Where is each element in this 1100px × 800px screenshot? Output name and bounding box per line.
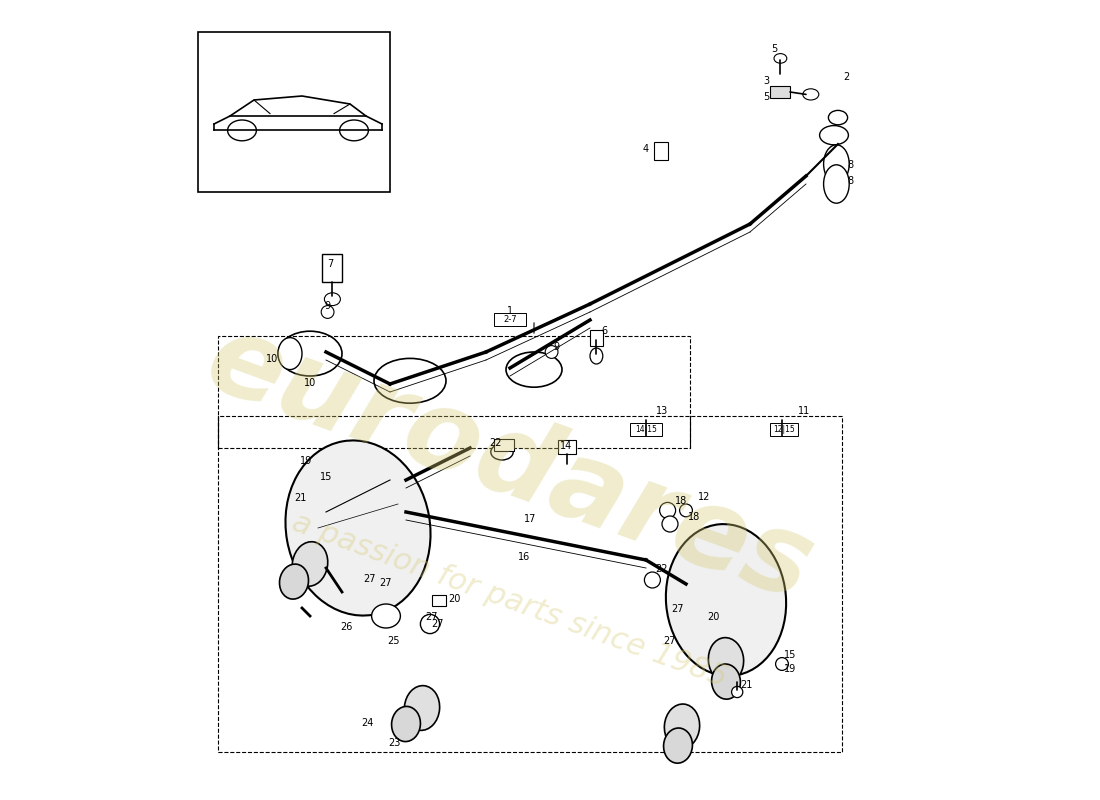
Text: 16: 16 <box>517 552 530 562</box>
Bar <box>630 423 662 436</box>
Ellipse shape <box>278 338 303 370</box>
Ellipse shape <box>286 441 430 615</box>
Text: 14|15: 14|15 <box>635 425 657 434</box>
Text: 12: 12 <box>698 492 711 502</box>
Text: 15: 15 <box>320 472 332 482</box>
Ellipse shape <box>491 444 514 460</box>
Text: 14: 14 <box>560 441 572 451</box>
Text: 7: 7 <box>328 259 334 269</box>
Text: 12|15: 12|15 <box>773 425 795 434</box>
Bar <box>494 313 526 326</box>
Text: 13: 13 <box>656 406 668 416</box>
Text: 21: 21 <box>294 493 307 503</box>
Text: 15: 15 <box>784 650 796 659</box>
Ellipse shape <box>680 504 692 517</box>
Text: 18: 18 <box>688 512 700 522</box>
Ellipse shape <box>506 352 562 387</box>
Ellipse shape <box>774 54 786 63</box>
Ellipse shape <box>392 706 420 742</box>
Bar <box>590 330 603 346</box>
Text: 27: 27 <box>663 636 676 646</box>
Text: 19: 19 <box>784 664 796 674</box>
Ellipse shape <box>824 145 849 183</box>
Ellipse shape <box>776 658 789 670</box>
Ellipse shape <box>666 524 786 676</box>
Text: 22: 22 <box>656 564 669 574</box>
Text: 21: 21 <box>740 680 752 690</box>
Bar <box>770 423 798 436</box>
Bar <box>198 32 390 192</box>
Ellipse shape <box>293 542 328 586</box>
Ellipse shape <box>405 686 440 730</box>
Text: 27: 27 <box>426 612 438 622</box>
Text: 19: 19 <box>300 456 312 466</box>
Ellipse shape <box>660 502 675 518</box>
Text: 18: 18 <box>675 496 688 506</box>
Ellipse shape <box>372 604 400 628</box>
Ellipse shape <box>803 89 818 100</box>
Text: 4: 4 <box>642 144 649 154</box>
Ellipse shape <box>546 346 558 358</box>
Text: 9: 9 <box>324 301 330 310</box>
Text: a passion for parts since 1985: a passion for parts since 1985 <box>288 507 732 693</box>
Text: 20: 20 <box>448 594 460 603</box>
Ellipse shape <box>420 614 440 634</box>
Text: 10: 10 <box>304 378 316 388</box>
Text: 6: 6 <box>602 326 607 336</box>
Bar <box>218 416 842 752</box>
Text: 5: 5 <box>763 92 769 102</box>
Text: 2-7: 2-7 <box>503 314 517 324</box>
Ellipse shape <box>590 348 603 364</box>
Text: 11: 11 <box>799 406 811 416</box>
Bar <box>218 336 690 448</box>
Text: 17: 17 <box>524 514 536 524</box>
Ellipse shape <box>732 686 742 698</box>
Text: 22: 22 <box>490 438 502 448</box>
Bar <box>654 142 669 160</box>
Text: 23: 23 <box>388 738 400 749</box>
Text: 9: 9 <box>553 342 559 352</box>
Bar <box>322 254 342 282</box>
Ellipse shape <box>324 293 340 306</box>
Text: 3: 3 <box>763 76 769 86</box>
Bar <box>770 86 790 98</box>
Text: 5: 5 <box>771 44 777 54</box>
Text: 27: 27 <box>364 574 376 584</box>
Ellipse shape <box>228 120 256 141</box>
Text: 10: 10 <box>265 354 277 364</box>
Text: 27: 27 <box>378 578 392 587</box>
Text: 1: 1 <box>507 306 513 315</box>
Ellipse shape <box>820 126 848 145</box>
Ellipse shape <box>374 358 446 403</box>
Text: 20: 20 <box>707 612 719 622</box>
Ellipse shape <box>708 638 744 682</box>
Ellipse shape <box>321 306 334 318</box>
Text: eurodares: eurodares <box>192 305 827 623</box>
Bar <box>558 440 575 454</box>
Bar <box>494 439 514 451</box>
Text: 27: 27 <box>672 604 684 614</box>
Text: 8: 8 <box>847 176 854 186</box>
Text: 2: 2 <box>843 72 849 82</box>
Ellipse shape <box>664 704 700 749</box>
Ellipse shape <box>645 572 660 588</box>
Text: 25: 25 <box>387 636 400 646</box>
Ellipse shape <box>663 728 692 763</box>
Ellipse shape <box>824 165 849 203</box>
Ellipse shape <box>340 120 368 141</box>
Ellipse shape <box>278 331 342 376</box>
Bar <box>431 595 446 606</box>
Text: 24: 24 <box>362 718 374 728</box>
Ellipse shape <box>828 110 848 125</box>
Ellipse shape <box>712 664 740 699</box>
Ellipse shape <box>279 564 308 599</box>
Text: 26: 26 <box>340 622 352 632</box>
Text: 8: 8 <box>847 160 854 170</box>
Text: 27: 27 <box>431 619 444 629</box>
Ellipse shape <box>662 516 678 532</box>
